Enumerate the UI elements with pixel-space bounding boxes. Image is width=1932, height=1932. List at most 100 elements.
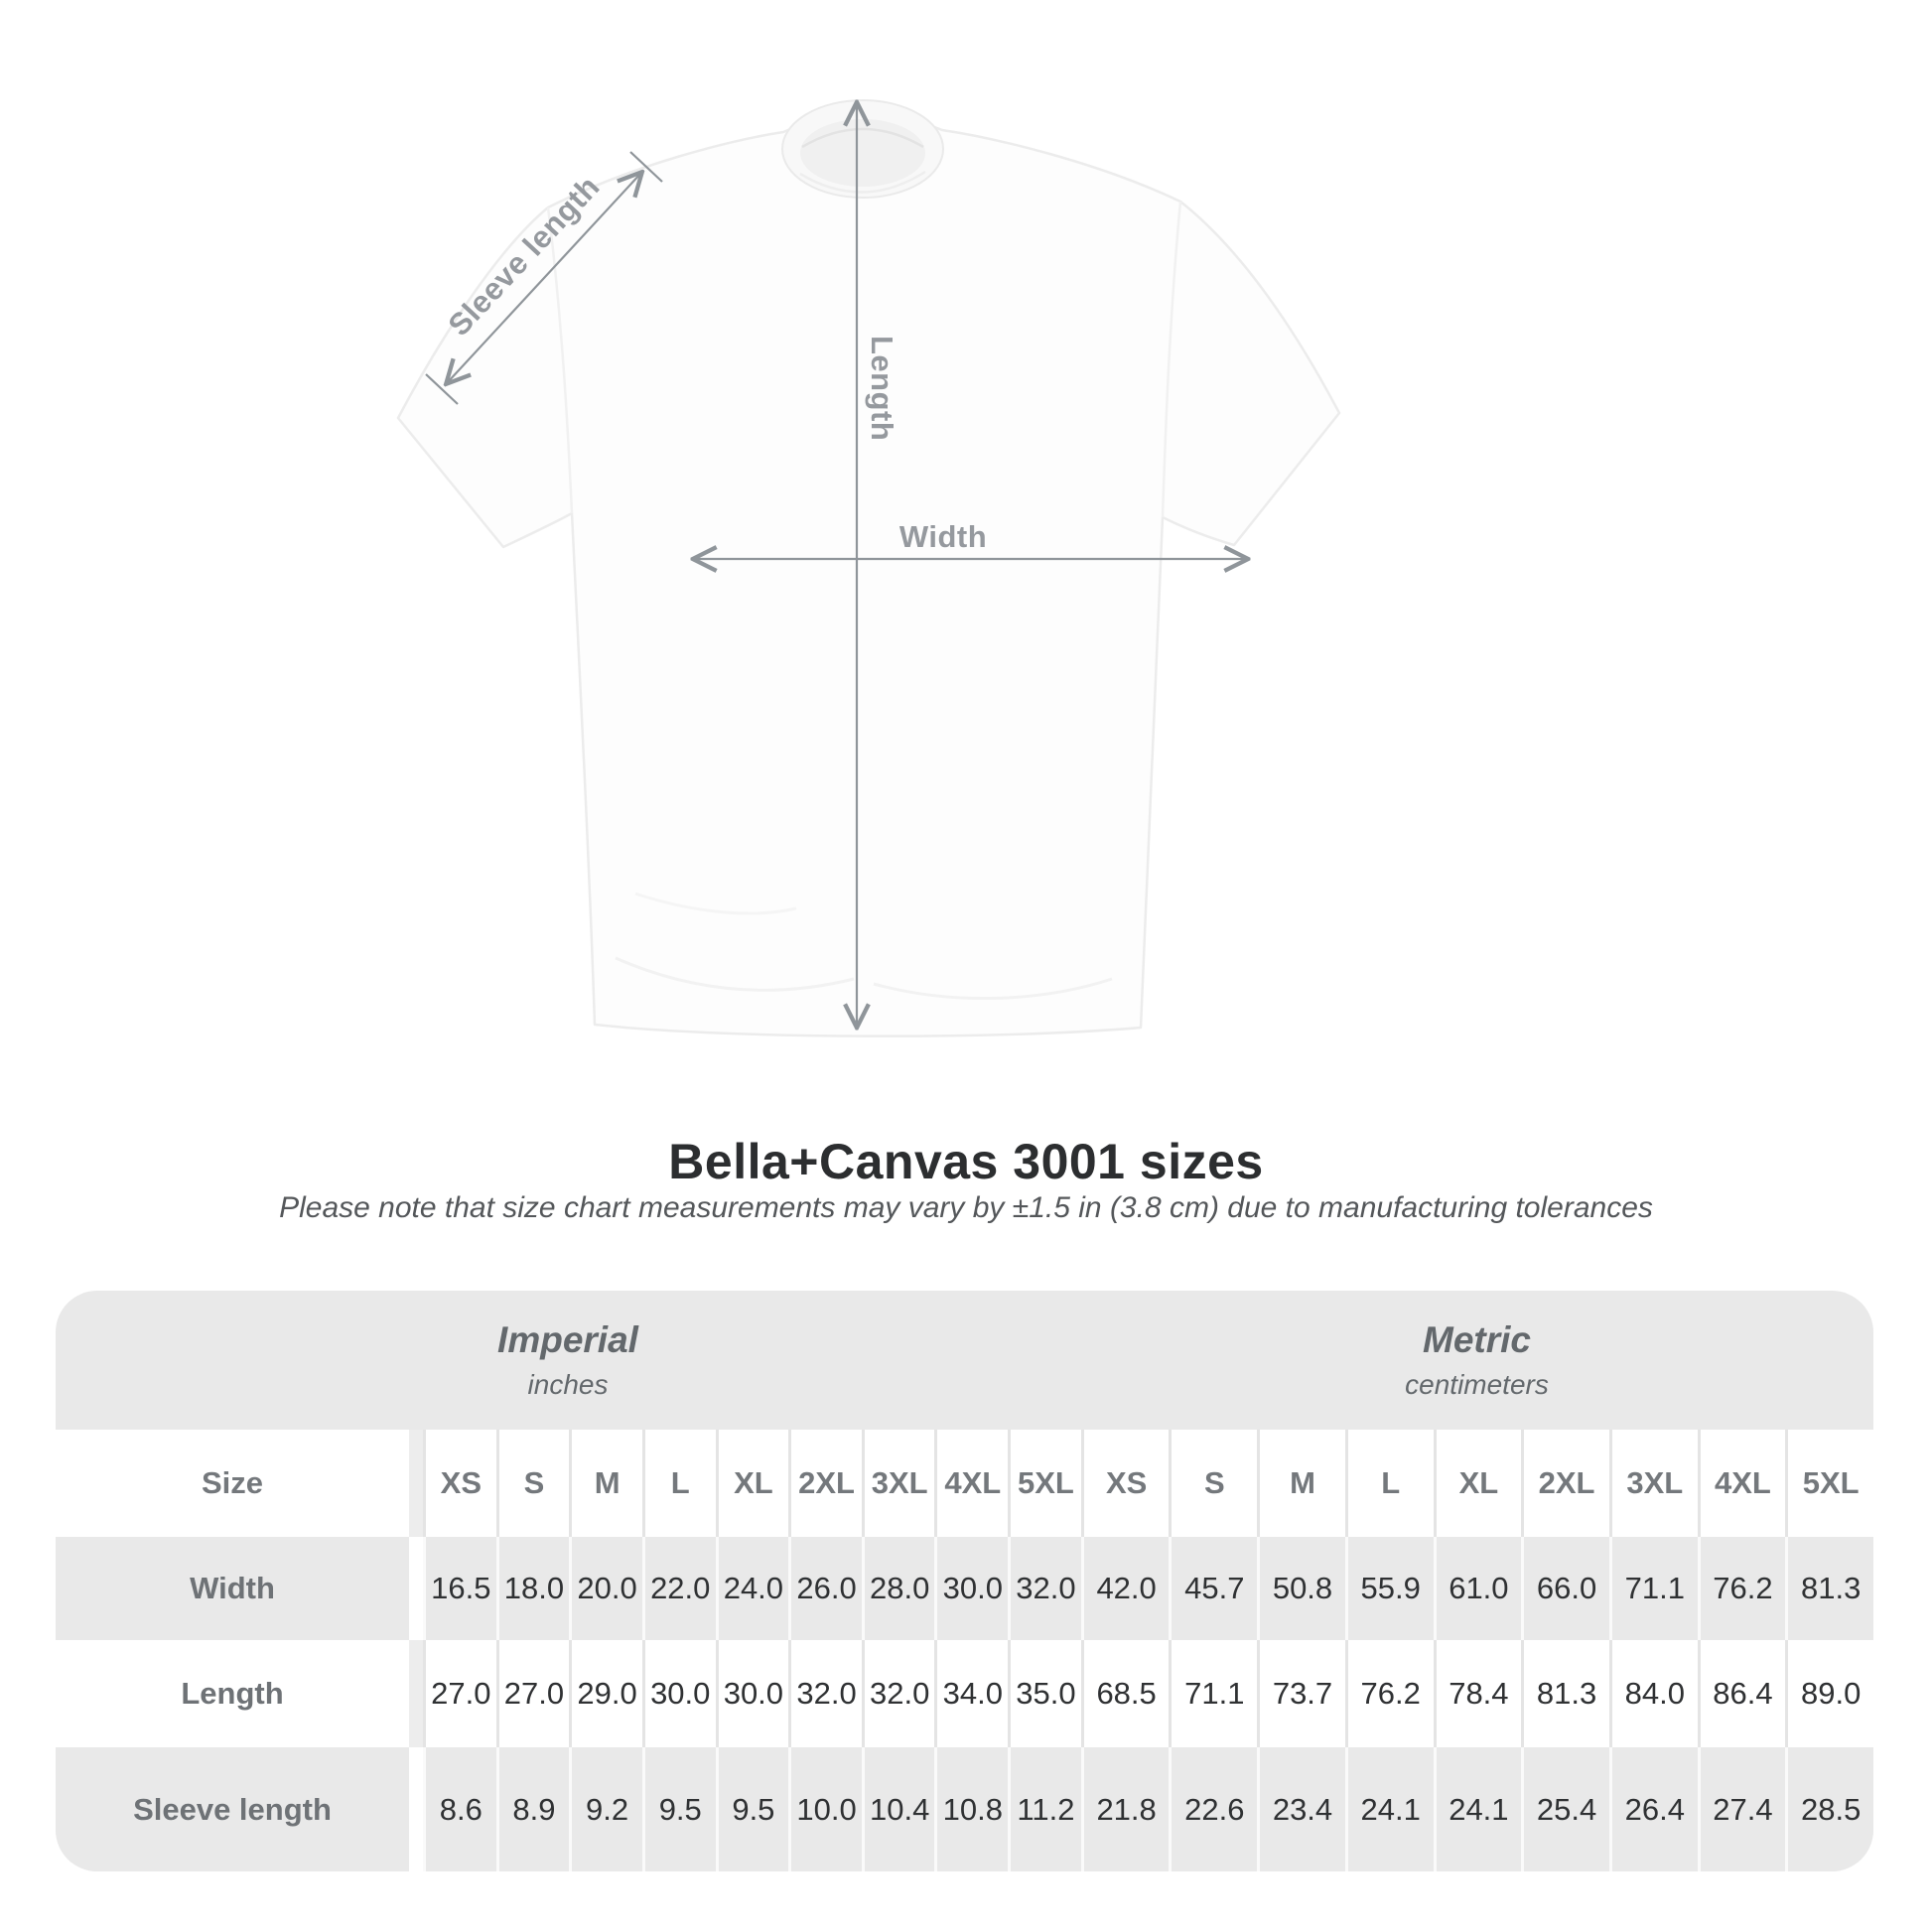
measurement-value: 71.1 [1169, 1640, 1258, 1747]
row-label: Sleeve length [56, 1747, 409, 1871]
section-imperial-title: Imperial [497, 1319, 638, 1360]
measurement-value: 45.7 [1169, 1537, 1258, 1640]
column-divider [409, 1747, 423, 1871]
size-header-row: Size XS S M L XL 2XL 3XL 4XL 5XL XS S M L XL 2XL 3XL 4X… [56, 1430, 1873, 1537]
measurement-value: 24.0 [715, 1537, 789, 1640]
size-column-header: XS [423, 1430, 496, 1537]
measurement-value: 27.0 [423, 1640, 496, 1747]
measurement-value: 28.5 [1785, 1747, 1873, 1871]
sleeve-dimension-arrow [447, 173, 641, 383]
table-row-sleeve-length: Sleeve length 8.6 8.9 9.2 9.5 9.5 10.0 10.4 10.… [56, 1747, 1873, 1871]
measurement-value: 34.0 [934, 1640, 1009, 1747]
sleeve-dimension-start-tick [425, 373, 459, 405]
measurement-value: 86.4 [1697, 1640, 1786, 1747]
size-column-header: L [1344, 1430, 1434, 1537]
measurement-value: 8.9 [495, 1747, 570, 1871]
section-imperial-unit: inches [527, 1369, 609, 1400]
size-column-header: 4XL [1697, 1430, 1786, 1537]
size-corner-header: Size [56, 1430, 409, 1537]
measurement-value: 23.4 [1257, 1747, 1345, 1871]
row-label: Length [56, 1640, 409, 1747]
size-column-header: 2XL [788, 1430, 862, 1537]
section-metric-unit: centimeters [1405, 1369, 1549, 1400]
size-column-header: XL [1433, 1430, 1522, 1537]
measurement-value: 35.0 [1008, 1640, 1081, 1747]
measurement-value: 32.0 [861, 1640, 935, 1747]
measurement-value: 84.0 [1608, 1640, 1698, 1747]
measurement-value: 20.0 [569, 1537, 642, 1640]
measurement-value: 24.1 [1433, 1747, 1522, 1871]
measurement-value: 68.5 [1080, 1640, 1170, 1747]
measurement-value: 32.0 [1008, 1537, 1081, 1640]
table-row-length: Length 27.0 27.0 29.0 30.0 30.0 32.0 32.0 34.0 3… [56, 1640, 1873, 1747]
size-column-header: S [1169, 1430, 1258, 1537]
measurement-value: 81.3 [1785, 1537, 1873, 1640]
measurement-value: 24.1 [1344, 1747, 1434, 1871]
measurement-value: 11.2 [1008, 1747, 1081, 1871]
measurement-value: 81.3 [1521, 1640, 1609, 1747]
measurement-value: 42.0 [1080, 1537, 1170, 1640]
measurement-value: 18.0 [495, 1537, 570, 1640]
measurement-value: 78.4 [1433, 1640, 1522, 1747]
measurement-value: 89.0 [1785, 1640, 1873, 1747]
measurement-value: 50.8 [1257, 1537, 1345, 1640]
size-column-header: 5XL [1008, 1430, 1081, 1537]
measurement-value: 32.0 [788, 1640, 862, 1747]
section-metric: Metric centimeters [1080, 1291, 1873, 1430]
measurement-value: 27.0 [495, 1640, 570, 1747]
measurement-value: 21.8 [1080, 1747, 1170, 1871]
measurement-value: 76.2 [1697, 1537, 1786, 1640]
size-column-header: M [569, 1430, 642, 1537]
column-divider [409, 1640, 423, 1747]
sleeve-dimension-end-tick [629, 151, 663, 183]
measurement-value: 71.1 [1608, 1537, 1698, 1640]
column-divider [409, 1430, 423, 1537]
measurement-value: 22.0 [641, 1537, 716, 1640]
width-label: Width [898, 519, 988, 554]
measurement-value: 10.8 [934, 1747, 1009, 1871]
measurement-value: 16.5 [423, 1537, 496, 1640]
measurement-value: 9.5 [715, 1747, 789, 1871]
measurement-value: 30.0 [934, 1537, 1009, 1640]
measurement-value: 61.0 [1433, 1537, 1522, 1640]
measurement-value: 76.2 [1344, 1640, 1434, 1747]
measurement-value: 55.9 [1344, 1537, 1434, 1640]
dimension-lines [425, 103, 1247, 1027]
collar [781, 99, 944, 199]
section-metric-title: Metric [1423, 1319, 1531, 1360]
size-column-header: S [495, 1430, 570, 1537]
tolerance-note: Please note that size chart measurements… [279, 1191, 1653, 1224]
measurement-value: 30.0 [715, 1640, 789, 1747]
row-label: Width [56, 1537, 409, 1640]
length-label: Length [865, 336, 899, 442]
section-imperial: Imperial inches [56, 1291, 1080, 1430]
size-column-header: XL [715, 1430, 789, 1537]
measurement-value: 25.4 [1521, 1747, 1609, 1871]
measurement-value: 30.0 [641, 1640, 716, 1747]
measurement-value: 22.6 [1169, 1747, 1258, 1871]
size-column-header: L [641, 1430, 716, 1537]
measurement-value: 10.4 [861, 1747, 935, 1871]
measurement-value: 9.2 [569, 1747, 642, 1871]
measurement-value: 73.7 [1257, 1640, 1345, 1747]
measurement-value: 66.0 [1521, 1537, 1609, 1640]
measurement-value: 9.5 [641, 1747, 716, 1871]
size-column-header: 3XL [861, 1430, 935, 1537]
size-column-header: 3XL [1608, 1430, 1698, 1537]
measurement-value: 10.0 [788, 1747, 862, 1871]
measurement-value: 29.0 [569, 1640, 642, 1747]
unit-section-headers: Imperial inches Metric centimeters [56, 1291, 1873, 1430]
measurement-value: 27.4 [1697, 1747, 1786, 1871]
measurement-value: 26.0 [788, 1537, 862, 1640]
measurement-value: 8.6 [423, 1747, 496, 1871]
measurement-value: 26.4 [1608, 1747, 1698, 1871]
page-title: Bella+Canvas 3001 sizes [668, 1134, 1264, 1189]
column-divider [409, 1537, 423, 1640]
size-column-header: 4XL [934, 1430, 1009, 1537]
size-column-header: 5XL [1785, 1430, 1873, 1537]
size-table: Imperial inches Metric centimeters Size … [56, 1291, 1873, 1871]
size-column-header: XS [1080, 1430, 1170, 1537]
table-row-width: Width 16.5 18.0 20.0 22.0 24.0 26.0 28.0 30.0 32… [56, 1537, 1873, 1640]
